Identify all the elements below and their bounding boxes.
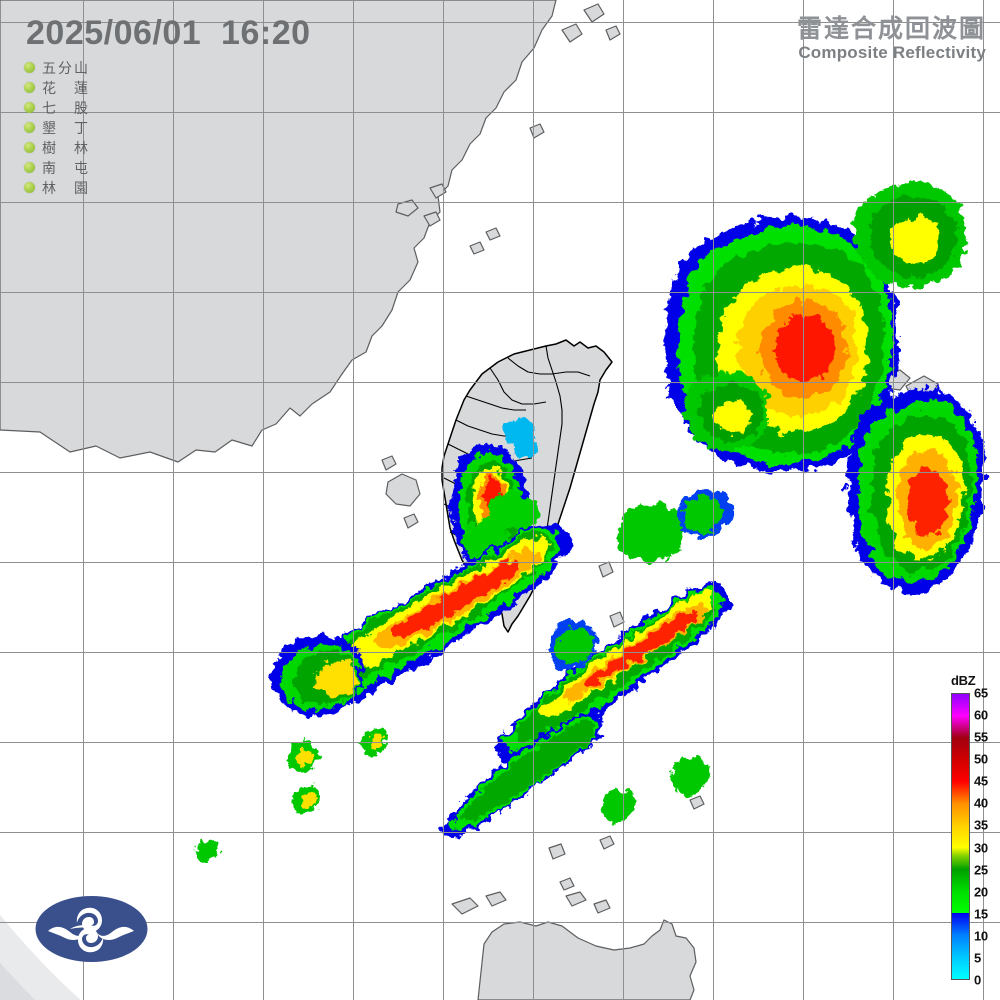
colorbar-unit-label: dBZ (951, 673, 976, 688)
county-boundary-1 (507, 357, 591, 377)
batanes-islet-c (565, 891, 587, 907)
station-status-dot-icon (24, 122, 35, 133)
offshore-islet-c (429, 183, 447, 199)
penghu-islet-b (403, 513, 419, 529)
echo-cluster-east-offshore (847, 387, 985, 593)
radar-station-name: 花 蓮 (42, 80, 90, 97)
offshore-islet-d (485, 227, 501, 241)
station-status-dot-icon (24, 82, 35, 93)
grid-line-horizontal-2 (0, 202, 1000, 204)
offshore-islet-e (469, 241, 485, 255)
radar-station-item-6[interactable]: 林 園 (24, 178, 90, 197)
dbz-tick-40: 40 (974, 795, 988, 811)
offshore-islet-a (395, 199, 419, 217)
radar-station-item-3[interactable]: 墾 丁 (24, 118, 90, 137)
radar-station-item-0[interactable]: 五分山 (24, 58, 90, 77)
dbz-tick-25: 25 (974, 862, 988, 878)
page-title-zh: 雷達合成回波圖 (796, 14, 986, 43)
islet-south-d (689, 795, 705, 810)
radar-station-item-4[interactable]: 樹 林 (24, 138, 90, 157)
station-status-dot-icon (24, 102, 35, 113)
echo-cluster-ne-outlier-a (854, 181, 967, 288)
dbz-tick-50: 50 (974, 751, 988, 767)
echo-scattered-taiwan (463, 418, 541, 563)
radar-station-item-5[interactable]: 南 屯 (24, 158, 90, 177)
observation-timestamp: 2025/06/01 16:20 (26, 14, 311, 52)
dbz-tick-15: 15 (974, 906, 988, 922)
dbz-tick-5: 5 (974, 950, 981, 966)
radar-station-name: 墾 丁 (42, 120, 90, 137)
grid-line-horizontal-9 (0, 832, 1000, 834)
islet-south-a (548, 843, 566, 860)
luzon-island (477, 919, 697, 1000)
grid-line-vertical-3 (353, 0, 355, 1000)
page-title-en: Composite Reflectivity (798, 43, 986, 63)
islet-south-c (559, 877, 575, 891)
station-status-dot-icon (24, 62, 35, 73)
radar-station-name: 七 股 (42, 100, 90, 117)
grid-line-vertical-1 (173, 0, 175, 1000)
station-status-dot-icon (24, 142, 35, 153)
station-status-dot-icon (24, 162, 35, 173)
radar-station-name: 林 園 (42, 180, 90, 197)
radar-station-name: 樹 林 (42, 140, 90, 157)
echo-scattered-southwest (195, 488, 732, 863)
grid-line-horizontal-7 (0, 652, 1000, 654)
dbz-tick-20: 20 (974, 884, 988, 900)
dbz-tick-10: 10 (974, 928, 988, 944)
offshore-islet-h (583, 3, 605, 23)
station-status-dot-icon (24, 182, 35, 193)
radar-station-name: 五分山 (42, 60, 90, 77)
radar-station-name: 南 屯 (42, 160, 90, 177)
radar-station-legend: 五分山花 蓮七 股墾 丁樹 林南 屯林 園 (24, 58, 90, 197)
dbz-tick-55: 55 (974, 729, 988, 745)
grid-line-vertical-10 (983, 0, 985, 1000)
grid-line-horizontal-3 (0, 292, 1000, 294)
cwa-logo (35, 896, 148, 962)
batanes-islet-a (451, 897, 479, 915)
grid-line-vertical-6 (623, 0, 625, 1000)
offshore-islet-g (561, 23, 583, 43)
grid-line-horizontal-4 (0, 382, 1000, 384)
echo-cluster-ne-outlier-b (684, 371, 769, 450)
dbz-colorbar (951, 693, 970, 980)
batanes-islet-d (593, 899, 611, 914)
grid-line-horizontal-6 (0, 562, 1000, 564)
echo-band-southwest-tail (270, 635, 364, 713)
dbz-tick-60: 60 (974, 707, 988, 723)
penghu-islands (385, 473, 421, 507)
dbz-tick-30: 30 (974, 840, 988, 856)
grid-line-vertical-0 (83, 0, 85, 1000)
grid-line-vertical-2 (263, 0, 265, 1000)
title-block: 雷達合成回波圖 Composite Reflectivity (796, 14, 986, 63)
radar-station-item-1[interactable]: 花 蓮 (24, 78, 90, 97)
grid-line-horizontal-10 (0, 922, 1000, 924)
grid-line-vertical-7 (713, 0, 715, 1000)
grid-line-horizontal-5 (0, 472, 1000, 474)
dbz-tick-0: 0 (974, 972, 981, 988)
logo-wave-mark (48, 907, 134, 953)
offshore-islet-b (423, 211, 441, 227)
county-boundary-4 (465, 395, 526, 411)
grid-line-vertical-4 (443, 0, 445, 1000)
echo-band-south-taiwan (496, 582, 730, 765)
islet-south-b (599, 835, 615, 850)
dbz-tick-35: 35 (974, 817, 988, 833)
batanes-islet-b (485, 891, 507, 907)
grid-line-vertical-9 (893, 0, 895, 1000)
dbz-tick-65: 65 (974, 685, 988, 701)
grid-line-horizontal-1 (0, 112, 1000, 114)
radar-station-item-2[interactable]: 七 股 (24, 98, 90, 117)
grid-line-horizontal-0 (0, 22, 1000, 24)
dbz-tick-45: 45 (974, 773, 988, 789)
offshore-islet-i (605, 25, 621, 41)
penghu-islet-a (381, 455, 397, 471)
grid-line-vertical-8 (803, 0, 805, 1000)
grid-line-horizontal-8 (0, 742, 1000, 744)
grid-line-vertical-5 (533, 0, 535, 1000)
